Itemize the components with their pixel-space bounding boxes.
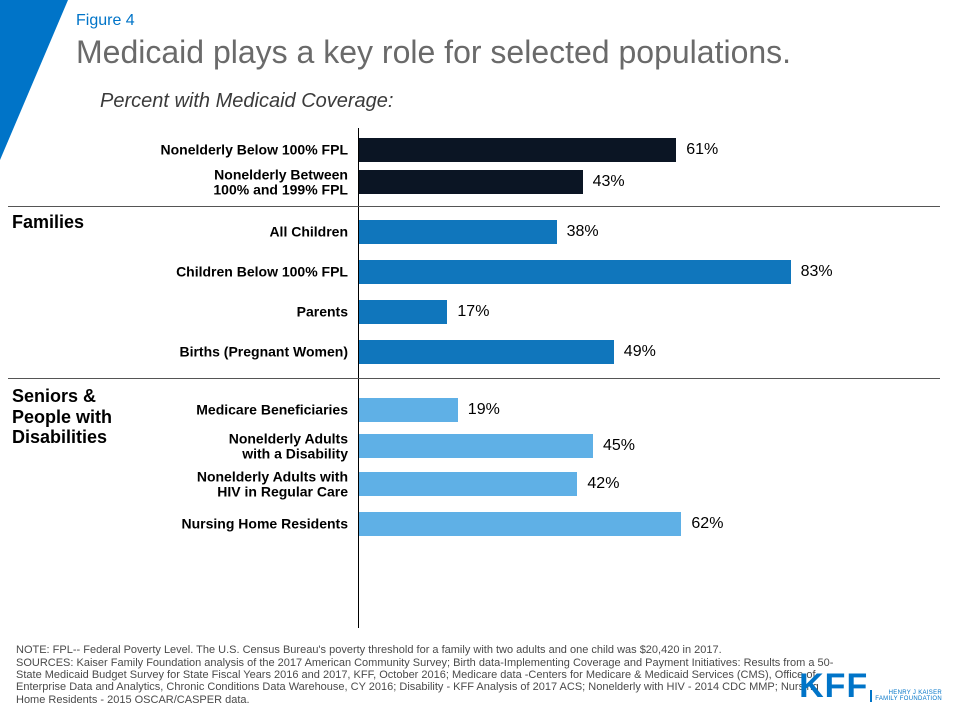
row-value: 62% (691, 515, 723, 533)
chart-row: Nonelderly Between100% and 199% FPL 43% (0, 170, 960, 194)
chart-row: Parents 17% (0, 300, 960, 324)
logo-main: KFF (799, 667, 868, 705)
bar (359, 340, 614, 364)
footer-text: NOTE: FPL-- Federal Poverty Level. The U… (16, 644, 850, 706)
section-divider (8, 378, 940, 379)
bar (359, 398, 458, 422)
row-value: 61% (686, 141, 718, 159)
bar (359, 220, 557, 244)
bar (359, 138, 676, 162)
chart-row: All Children 38% (0, 220, 960, 244)
row-label: Births (Pregnant Women) (0, 345, 348, 360)
bar (359, 512, 681, 536)
sources-text: Kaiser Family Foundation analysis of the… (16, 657, 833, 706)
row-label: Nonelderly Below 100% FPL (0, 143, 348, 158)
chart-row: Children Below 100% FPL 83% (0, 260, 960, 284)
row-label: Parents (0, 305, 348, 320)
row-label: Medicare Beneficiaries (0, 403, 348, 418)
chart-title: Medicaid plays a key role for selected p… (76, 34, 791, 71)
row-value: 17% (457, 303, 489, 321)
bar-chart: Nonelderly Below 100% FPL61%Nonelderly B… (0, 128, 960, 628)
row-value: 43% (593, 173, 625, 191)
chart-row: Nonelderly Adults withHIV in Regular Car… (0, 472, 960, 496)
bar (359, 434, 593, 458)
row-label: All Children (0, 225, 348, 240)
bar (359, 472, 577, 496)
row-value: 42% (587, 475, 619, 493)
row-label: Nursing Home Residents (0, 517, 348, 532)
figure-label: Figure 4 (76, 12, 135, 30)
row-label: Nonelderly Adultswith a Disability (0, 431, 348, 460)
page: Figure 4 Medicaid plays a key role for s… (0, 0, 960, 720)
chart-row: Nursing Home Residents 62% (0, 512, 960, 536)
chart-subtitle: Percent with Medicaid Coverage: (100, 90, 393, 113)
chart-row: Nonelderly Below 100% FPL 61% (0, 138, 960, 162)
chart-row: Nonelderly Adultswith a Disability 45% (0, 434, 960, 458)
row-value: 19% (468, 401, 500, 419)
kff-logo: KFFHENRY J KAISERFAMILY FOUNDATION (799, 671, 942, 702)
chart-row: Births (Pregnant Women) 49% (0, 340, 960, 364)
bar (359, 170, 583, 194)
bar (359, 300, 447, 324)
row-label: Nonelderly Adults withHIV in Regular Car… (0, 469, 348, 498)
note-prefix: NOTE: (16, 644, 50, 656)
note-text: FPL-- Federal Poverty Level. The U.S. Ce… (50, 644, 722, 656)
logo-subtext: HENRY J KAISERFAMILY FOUNDATION (870, 690, 942, 702)
chart-row: Medicare Beneficiaries 19% (0, 398, 960, 422)
row-value: 38% (567, 223, 599, 241)
row-label: Children Below 100% FPL (0, 265, 348, 280)
row-value: 83% (801, 263, 833, 281)
bar (359, 260, 791, 284)
row-value: 45% (603, 437, 635, 455)
row-label: Nonelderly Between100% and 199% FPL (0, 167, 348, 196)
row-value: 49% (624, 343, 656, 361)
section-divider (8, 206, 940, 207)
sources-prefix: SOURCES: (16, 657, 73, 669)
